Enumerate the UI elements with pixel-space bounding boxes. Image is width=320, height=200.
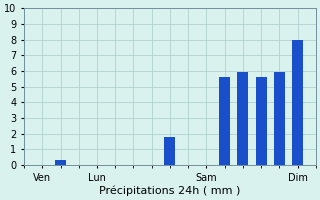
Bar [55,160,66,165]
Bar [256,77,267,165]
Bar [274,72,285,165]
Bar [237,72,248,165]
X-axis label: Précipitations 24h ( mm ): Précipitations 24h ( mm ) [99,185,241,196]
Bar [292,40,303,165]
Bar [164,137,175,165]
Bar [219,77,230,165]
